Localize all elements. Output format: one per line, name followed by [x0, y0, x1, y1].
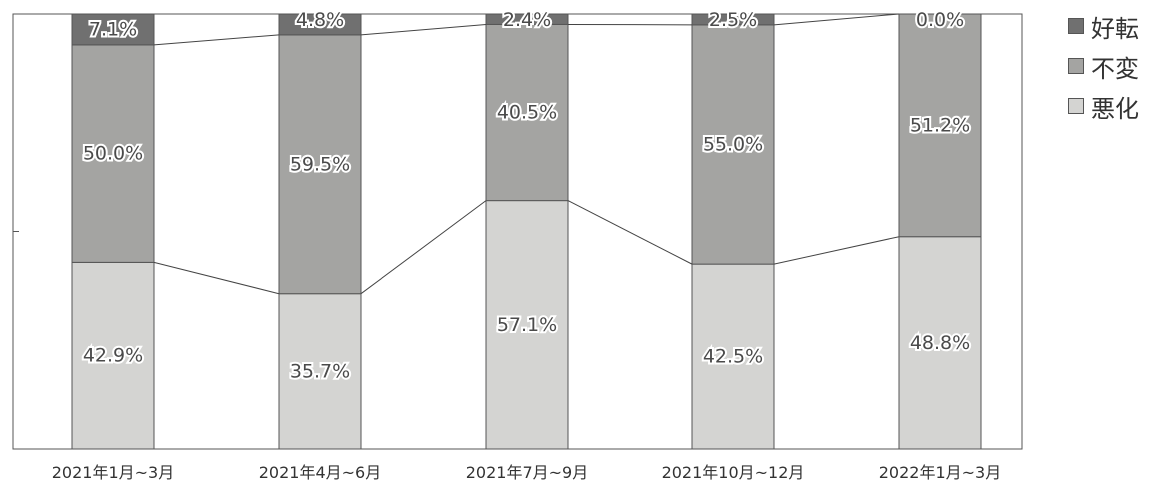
- bar-improved-0: [71, 13, 155, 46]
- data-label-worsened-2: 57.1%: [497, 314, 557, 336]
- data-label-worsened-4: 48.8%: [910, 332, 970, 354]
- bar-unchanged-1: [278, 34, 362, 295]
- legend-label-unchanged: 不変: [1091, 54, 1139, 83]
- legend-swatch-improved: [1068, 18, 1084, 34]
- data-label-worsened-3: 42.5%: [703, 346, 763, 368]
- bar-unchanged-3: [691, 24, 775, 265]
- data-label-improved-4: 0.0%: [916, 9, 964, 31]
- bar-unchanged-4: [898, 13, 982, 238]
- legend-item-worsened: 悪化: [1068, 86, 1139, 126]
- data-label-improved-0: 7.1%: [89, 18, 137, 40]
- bar-improved-2: [485, 13, 569, 25]
- data-label-improved-1: 4.8%: [296, 9, 344, 31]
- legend-item-unchanged: 不変: [1068, 46, 1139, 86]
- bar-improved-1: [278, 13, 362, 36]
- data-label-worsened-0: 42.9%: [83, 345, 143, 367]
- legend-item-improved: 好転: [1068, 6, 1139, 46]
- x-tick-label-1: 2021年4月~6月: [259, 463, 382, 482]
- bar-worsened-3: [691, 263, 775, 450]
- bar-unchanged-0: [71, 44, 155, 263]
- connector-line-worsened-3: [773, 236, 900, 265]
- x-tick-label-2: 2021年7月~9月: [466, 463, 589, 482]
- data-label-unchanged-2: 40.5%: [497, 102, 557, 124]
- bar-worsened-1: [278, 293, 362, 450]
- connector-line-unchanged-0: [153, 34, 280, 46]
- data-label-unchanged-1: 59.5%: [290, 153, 350, 175]
- data-label-unchanged-4: 51.2%: [910, 114, 970, 136]
- legend-label-worsened: 悪化: [1091, 94, 1139, 123]
- legend-swatch-unchanged: [1068, 58, 1084, 74]
- x-tick-labels-group: 2021年1月~3月 2021年4月~6月 2021年7月~9月 2021年10月~1…: [52, 463, 1002, 482]
- legend: 好転 不変 悪化: [1068, 6, 1139, 126]
- connector-line-unchanged-1: [360, 23, 487, 36]
- data-label-unchanged-0: 50.0%: [83, 143, 143, 165]
- connector-line-worsened-1: [360, 200, 487, 295]
- legend-label-improved: 好転: [1091, 14, 1139, 43]
- legend-swatch-worsened: [1068, 98, 1084, 114]
- x-tick-label-3: 2021年10月~12月: [662, 463, 805, 482]
- bar-worsened-0: [71, 261, 155, 450]
- connector-line-unchanged-3: [773, 13, 900, 26]
- x-tick-label-0: 2021年1月~3月: [52, 463, 175, 482]
- data-labels-group: 42.9% 50.0% 7.1% 35.7% 59.5% 4.8% 57.1% 40.5% 2.…: [81, 7, 972, 384]
- bars-group: [71, 13, 982, 450]
- bar-improved-3: [691, 13, 775, 26]
- data-label-improved-2: 2.4%: [503, 9, 551, 31]
- data-label-unchanged-3: 55.0%: [703, 134, 763, 156]
- bar-worsened-4: [898, 236, 982, 450]
- x-tick-label-4: 2022年1月~3月: [879, 463, 1002, 482]
- data-label-improved-3: 2.5%: [709, 9, 757, 31]
- bar-unchanged-2: [485, 23, 569, 202]
- connector-line-worsened-2: [567, 200, 693, 265]
- data-label-worsened-1: 35.7%: [290, 360, 350, 382]
- connector-line-worsened-0: [153, 261, 280, 295]
- connector-lines-group: [153, 13, 900, 295]
- bar-worsened-2: [485, 200, 569, 450]
